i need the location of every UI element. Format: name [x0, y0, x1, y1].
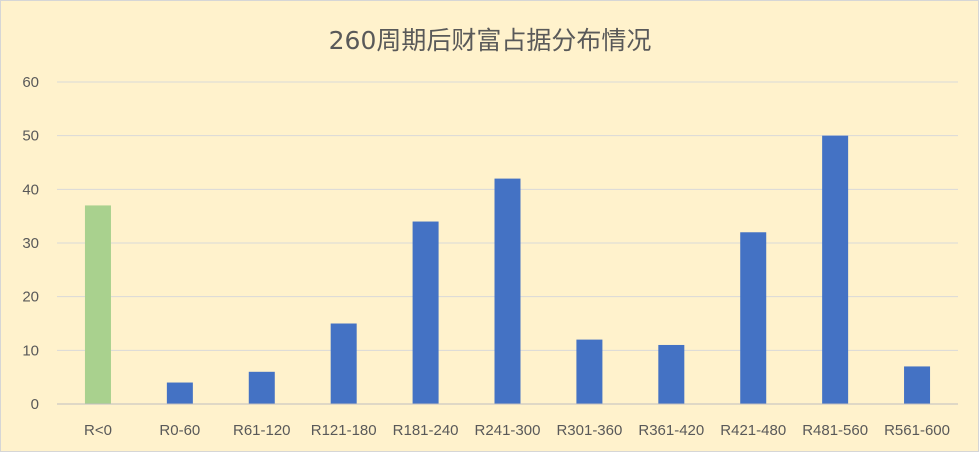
x-tick-label: R241-300 [475, 422, 541, 439]
y-tick-label: 20 [22, 289, 39, 306]
y-tick-label: 10 [22, 342, 39, 359]
x-tick-label: R181-240 [393, 422, 459, 439]
bars [84, 135, 931, 404]
bar [84, 205, 111, 404]
y-tick-label: 30 [22, 235, 39, 252]
x-tick-label: R361-420 [638, 422, 704, 439]
bar [494, 178, 521, 404]
y-axis-ticks: 0 10 20 30 40 50 60 [22, 74, 39, 413]
bar [740, 232, 767, 404]
bar [904, 366, 931, 404]
bar [658, 344, 685, 404]
x-tick-label: R301-360 [556, 422, 622, 439]
x-tick-label: R421-480 [720, 422, 786, 439]
y-tick-label: 50 [22, 128, 39, 145]
y-tick-label: 60 [22, 74, 39, 91]
x-tick-label: R61-120 [233, 422, 291, 439]
bar [330, 323, 357, 404]
y-tick-label: 0 [31, 396, 39, 413]
x-tick-label: R481-560 [802, 422, 868, 439]
x-axis-ticks: R<0 R0-60 R61-120 R121-180 R181-240 R241-300 R… [84, 422, 950, 439]
x-tick-label: R121-180 [311, 422, 377, 439]
bar [248, 371, 275, 404]
chart-title: 260周期后财富占据分布情况 [329, 26, 652, 55]
bar [822, 135, 849, 404]
x-tick-label: R561-600 [884, 422, 950, 439]
bar [166, 382, 193, 404]
bar [576, 339, 603, 404]
bar [412, 221, 439, 404]
x-tick-label: R0-60 [159, 422, 200, 439]
y-tick-label: 40 [22, 181, 39, 198]
x-tick-label: R<0 [84, 422, 112, 439]
